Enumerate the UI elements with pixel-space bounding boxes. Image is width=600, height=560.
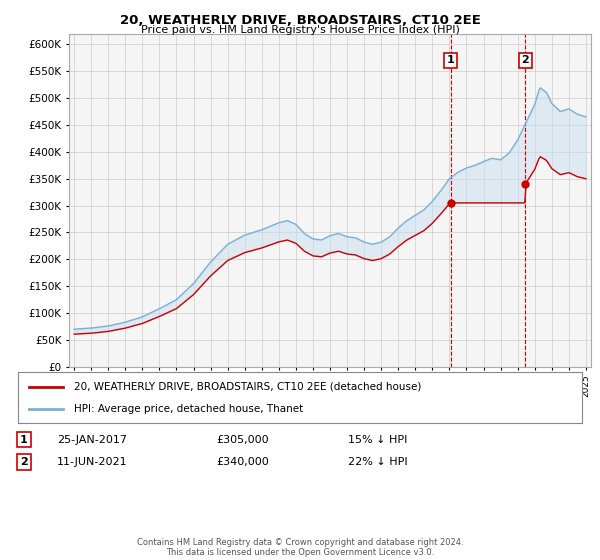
Text: 20, WEATHERLY DRIVE, BROADSTAIRS, CT10 2EE: 20, WEATHERLY DRIVE, BROADSTAIRS, CT10 2… bbox=[119, 14, 481, 27]
Text: Contains HM Land Registry data © Crown copyright and database right 2024.
This d: Contains HM Land Registry data © Crown c… bbox=[137, 538, 463, 557]
Text: 11-JUN-2021: 11-JUN-2021 bbox=[57, 457, 128, 467]
Text: 15% ↓ HPI: 15% ↓ HPI bbox=[348, 435, 407, 445]
Point bbox=[446, 198, 455, 207]
Text: 2: 2 bbox=[20, 457, 28, 467]
Point bbox=[521, 180, 530, 189]
Text: £340,000: £340,000 bbox=[216, 457, 269, 467]
Text: 1: 1 bbox=[20, 435, 28, 445]
Text: 22% ↓ HPI: 22% ↓ HPI bbox=[348, 457, 407, 467]
Text: 1: 1 bbox=[447, 55, 454, 66]
Text: Price paid vs. HM Land Registry's House Price Index (HPI): Price paid vs. HM Land Registry's House … bbox=[140, 25, 460, 35]
Text: £305,000: £305,000 bbox=[216, 435, 269, 445]
Text: 20, WEATHERLY DRIVE, BROADSTAIRS, CT10 2EE (detached house): 20, WEATHERLY DRIVE, BROADSTAIRS, CT10 2… bbox=[74, 381, 422, 391]
Text: HPI: Average price, detached house, Thanet: HPI: Average price, detached house, Than… bbox=[74, 404, 304, 414]
Text: 25-JAN-2017: 25-JAN-2017 bbox=[57, 435, 127, 445]
Text: 2: 2 bbox=[521, 55, 529, 66]
